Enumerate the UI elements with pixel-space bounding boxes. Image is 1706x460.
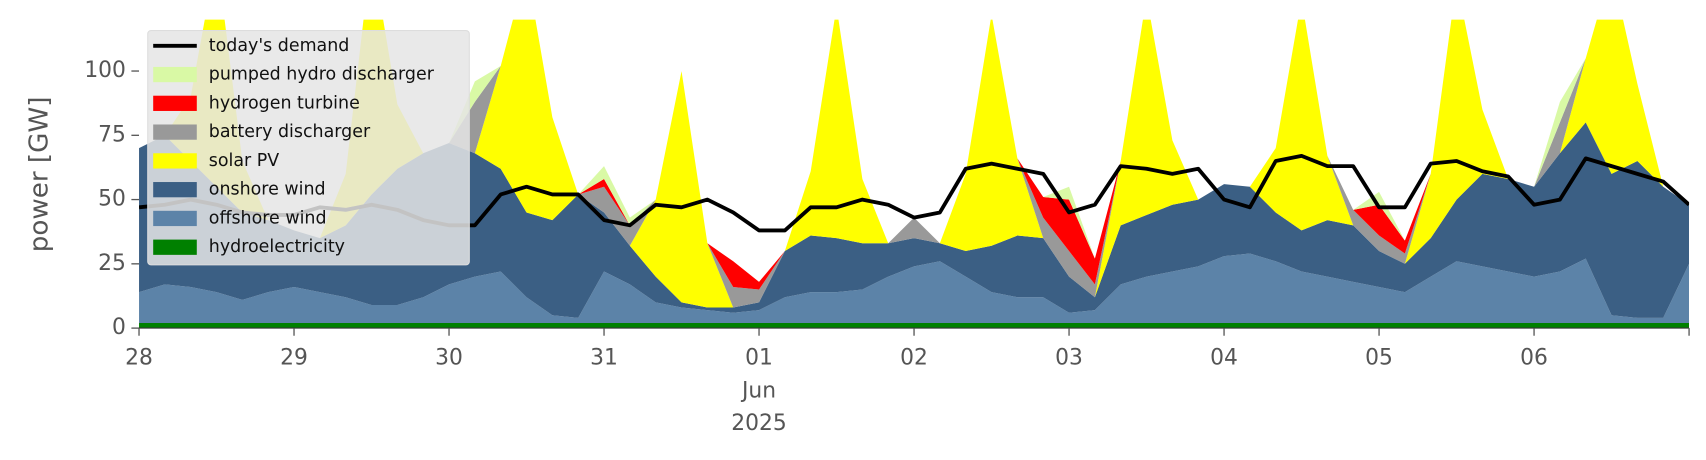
legend-swatch: [153, 153, 197, 169]
legend-label: solar PV: [209, 151, 280, 171]
x-tick-label: 30: [435, 346, 463, 371]
legend-label: onshore wind: [209, 180, 326, 200]
y-tick-label: 50: [98, 187, 126, 212]
x-tick-label: 01 Jun 2025: [731, 346, 786, 436]
legend-label: hydroelectricity: [209, 237, 345, 257]
x-tick-label: 31: [590, 346, 618, 371]
area: [139, 322, 1690, 329]
area: [139, 253, 1690, 323]
legend-label: pumped hydro discharger: [209, 65, 435, 85]
legend-label: hydrogen turbine: [209, 93, 360, 113]
x-tick-label: 05: [1365, 346, 1393, 371]
x-tick-label: 02: [900, 346, 928, 371]
plot-area: [139, 19, 1690, 329]
legend-label: today's demand: [209, 36, 350, 56]
legend-swatch: [153, 182, 197, 198]
legend-swatch: [153, 95, 197, 111]
legend-swatch: [153, 66, 197, 83]
x-tick-label: 28: [125, 346, 153, 371]
x-tick-label: 03: [1055, 346, 1083, 371]
y-tick-label: 0: [112, 315, 126, 340]
legend-box: [147, 29, 470, 266]
y-tick-label: 25: [98, 251, 126, 276]
legend: today's demand pumped hydro discharger hyd…: [147, 29, 470, 266]
y-tick-label: 75: [98, 122, 126, 147]
y-tick-label: 100: [84, 58, 126, 83]
x-tick-label: 04: [1210, 346, 1238, 371]
legend-swatch: [153, 210, 197, 227]
y-axis-label: power [GW]: [24, 97, 54, 253]
x-tick-label: 06: [1520, 346, 1548, 371]
legend-swatch: [153, 239, 197, 255]
legend-swatch: [153, 124, 197, 140]
legend-label: offshore wind: [209, 208, 327, 228]
legend-label: battery discharger: [209, 122, 371, 142]
area: [139, 19, 1690, 308]
area: [139, 122, 1690, 318]
x-tick-label: 29: [280, 346, 308, 371]
